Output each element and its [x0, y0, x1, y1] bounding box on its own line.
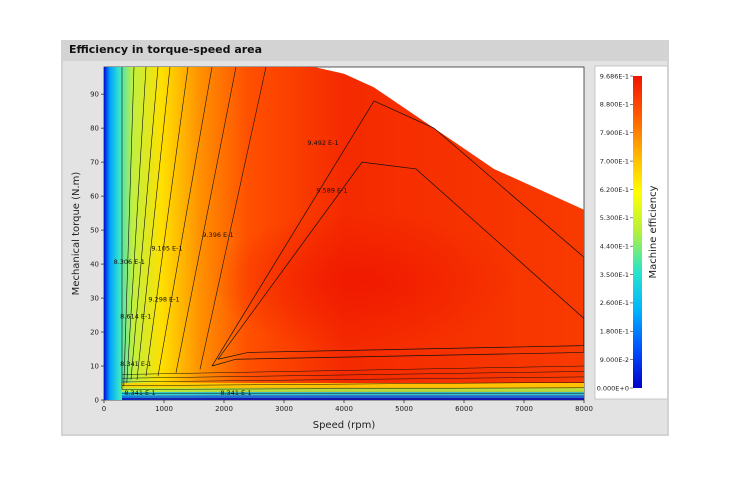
- contour-loop: [211, 100, 584, 367]
- contour-label: 9.396 E-1: [202, 231, 233, 239]
- contour-line-low: [121, 371, 584, 379]
- panel-title: Efficiency in torque-speed area: [69, 43, 263, 56]
- low-torque-band: [122, 397, 584, 400]
- y-tick-label: 30: [90, 295, 99, 303]
- x-tick-label: 4000: [335, 405, 353, 413]
- colorbar-gradient: [633, 76, 642, 388]
- contour-line-low: [121, 376, 584, 383]
- y-tick-label: 20: [90, 329, 99, 337]
- contour-line: [175, 67, 237, 373]
- colorbar-tick-label: 5.300E-1: [600, 214, 629, 222]
- contour-line-low: [121, 382, 584, 386]
- colorbar-box: [594, 65, 667, 400]
- axes-layer: 0 1000 2000 3000 4000 5000 6000 7000 8000 0 10 20 30…: [71, 91, 593, 431]
- x-axis-label: Speed (rpm): [313, 420, 376, 431]
- x-tick-label: 3000: [275, 405, 293, 413]
- contour-label: 8.341 E-1: [120, 360, 151, 368]
- y-tick-label: 70: [90, 159, 99, 167]
- contour-line-low: [121, 365, 584, 375]
- low-torque-band: [122, 395, 584, 398]
- colorbar-tick-label: 7.900E-1: [600, 129, 629, 137]
- contour-line-low: [121, 387, 584, 390]
- contour-line: [199, 67, 267, 370]
- contour-line: [126, 67, 147, 384]
- colorbar-tick-label: 6.200E-1: [600, 186, 629, 194]
- colorbar-tick-label: 0.000E+0: [597, 384, 629, 392]
- y-axis-label: Mechanical torque (N.m): [71, 172, 82, 296]
- contour-loop: [217, 161, 584, 360]
- low-torque-band: [122, 383, 584, 388]
- colorbar-tick-label: 9.686E-1: [600, 72, 629, 80]
- low-torque-band: [122, 387, 584, 392]
- colorbar-tick-label: 4.400E-1: [600, 242, 629, 250]
- y-tick-label: 80: [90, 125, 99, 133]
- contour-line: [123, 67, 135, 387]
- colorbar-tick-label: 7.000E-1: [600, 157, 629, 165]
- contour-label: 8.614 E-1: [120, 312, 151, 320]
- chart-panel: Efficiency in torque-speed area: [61, 40, 669, 436]
- colorbar-tick-label: 8.800E-1: [600, 101, 629, 109]
- x-tick-label: 7000: [515, 405, 533, 413]
- y-tick-label: 0: [95, 397, 99, 405]
- colorbar-tick-label: 3.500E-1: [600, 271, 629, 279]
- contour-label: 9.492 E-1: [307, 139, 338, 147]
- plot-layer: 9.589 E-1 9.492 E-1 9.396 E-1 9.105 E-1 9.29…: [103, 66, 585, 401]
- contour-line: [157, 67, 213, 377]
- efficiency-peak: [212, 211, 512, 352]
- x-tick-label: 5000: [395, 405, 413, 413]
- contour-label: 8.341 E-1: [124, 389, 155, 397]
- x-tick-label: 2000: [215, 405, 233, 413]
- y-tick-label: 50: [90, 227, 99, 235]
- x-tick-label: 6000: [455, 405, 473, 413]
- colorbar-tick-label: 9.000E-2: [600, 356, 629, 364]
- colorbar-tick-label: 2.600E-1: [600, 299, 629, 307]
- colorbar-label: Machine efficiency: [648, 185, 659, 278]
- contour-line: [145, 67, 189, 377]
- contour-label: 9.298 E-1: [148, 295, 179, 303]
- y-tick-label: 10: [90, 363, 99, 371]
- contour-label: 8.341 E-1: [220, 389, 251, 397]
- y-tick-label: 40: [90, 261, 99, 269]
- heatmap-region: [104, 67, 584, 400]
- contour-label: 9.105 E-1: [151, 244, 182, 252]
- colorbar-tick-label: 1.800E-1: [600, 328, 629, 336]
- x-tick-label: 0: [102, 405, 106, 413]
- y-tick-label: 60: [90, 193, 99, 201]
- low-torque-band: [122, 391, 584, 396]
- contour-label: 8.306 E-1: [114, 258, 145, 266]
- colorbar: 9.686E-1 8.800E-1 7.900E-1 7.000E-1 6.200E-1…: [594, 65, 667, 400]
- x-tick-label: 1000: [155, 405, 173, 413]
- contour-label: 9.589 E-1: [316, 187, 347, 195]
- contour-line: [136, 67, 171, 380]
- chart-area: 9.589 E-1 9.492 E-1 9.396 E-1 9.105 E-1 9.29…: [63, 61, 667, 434]
- y-tick-label: 90: [90, 91, 99, 99]
- efficiency-chart: 9.589 E-1 9.492 E-1 9.396 E-1 9.105 E-1 9.29…: [71, 65, 667, 431]
- x-tick-label: 8000: [575, 405, 593, 413]
- contour-line: [130, 67, 159, 380]
